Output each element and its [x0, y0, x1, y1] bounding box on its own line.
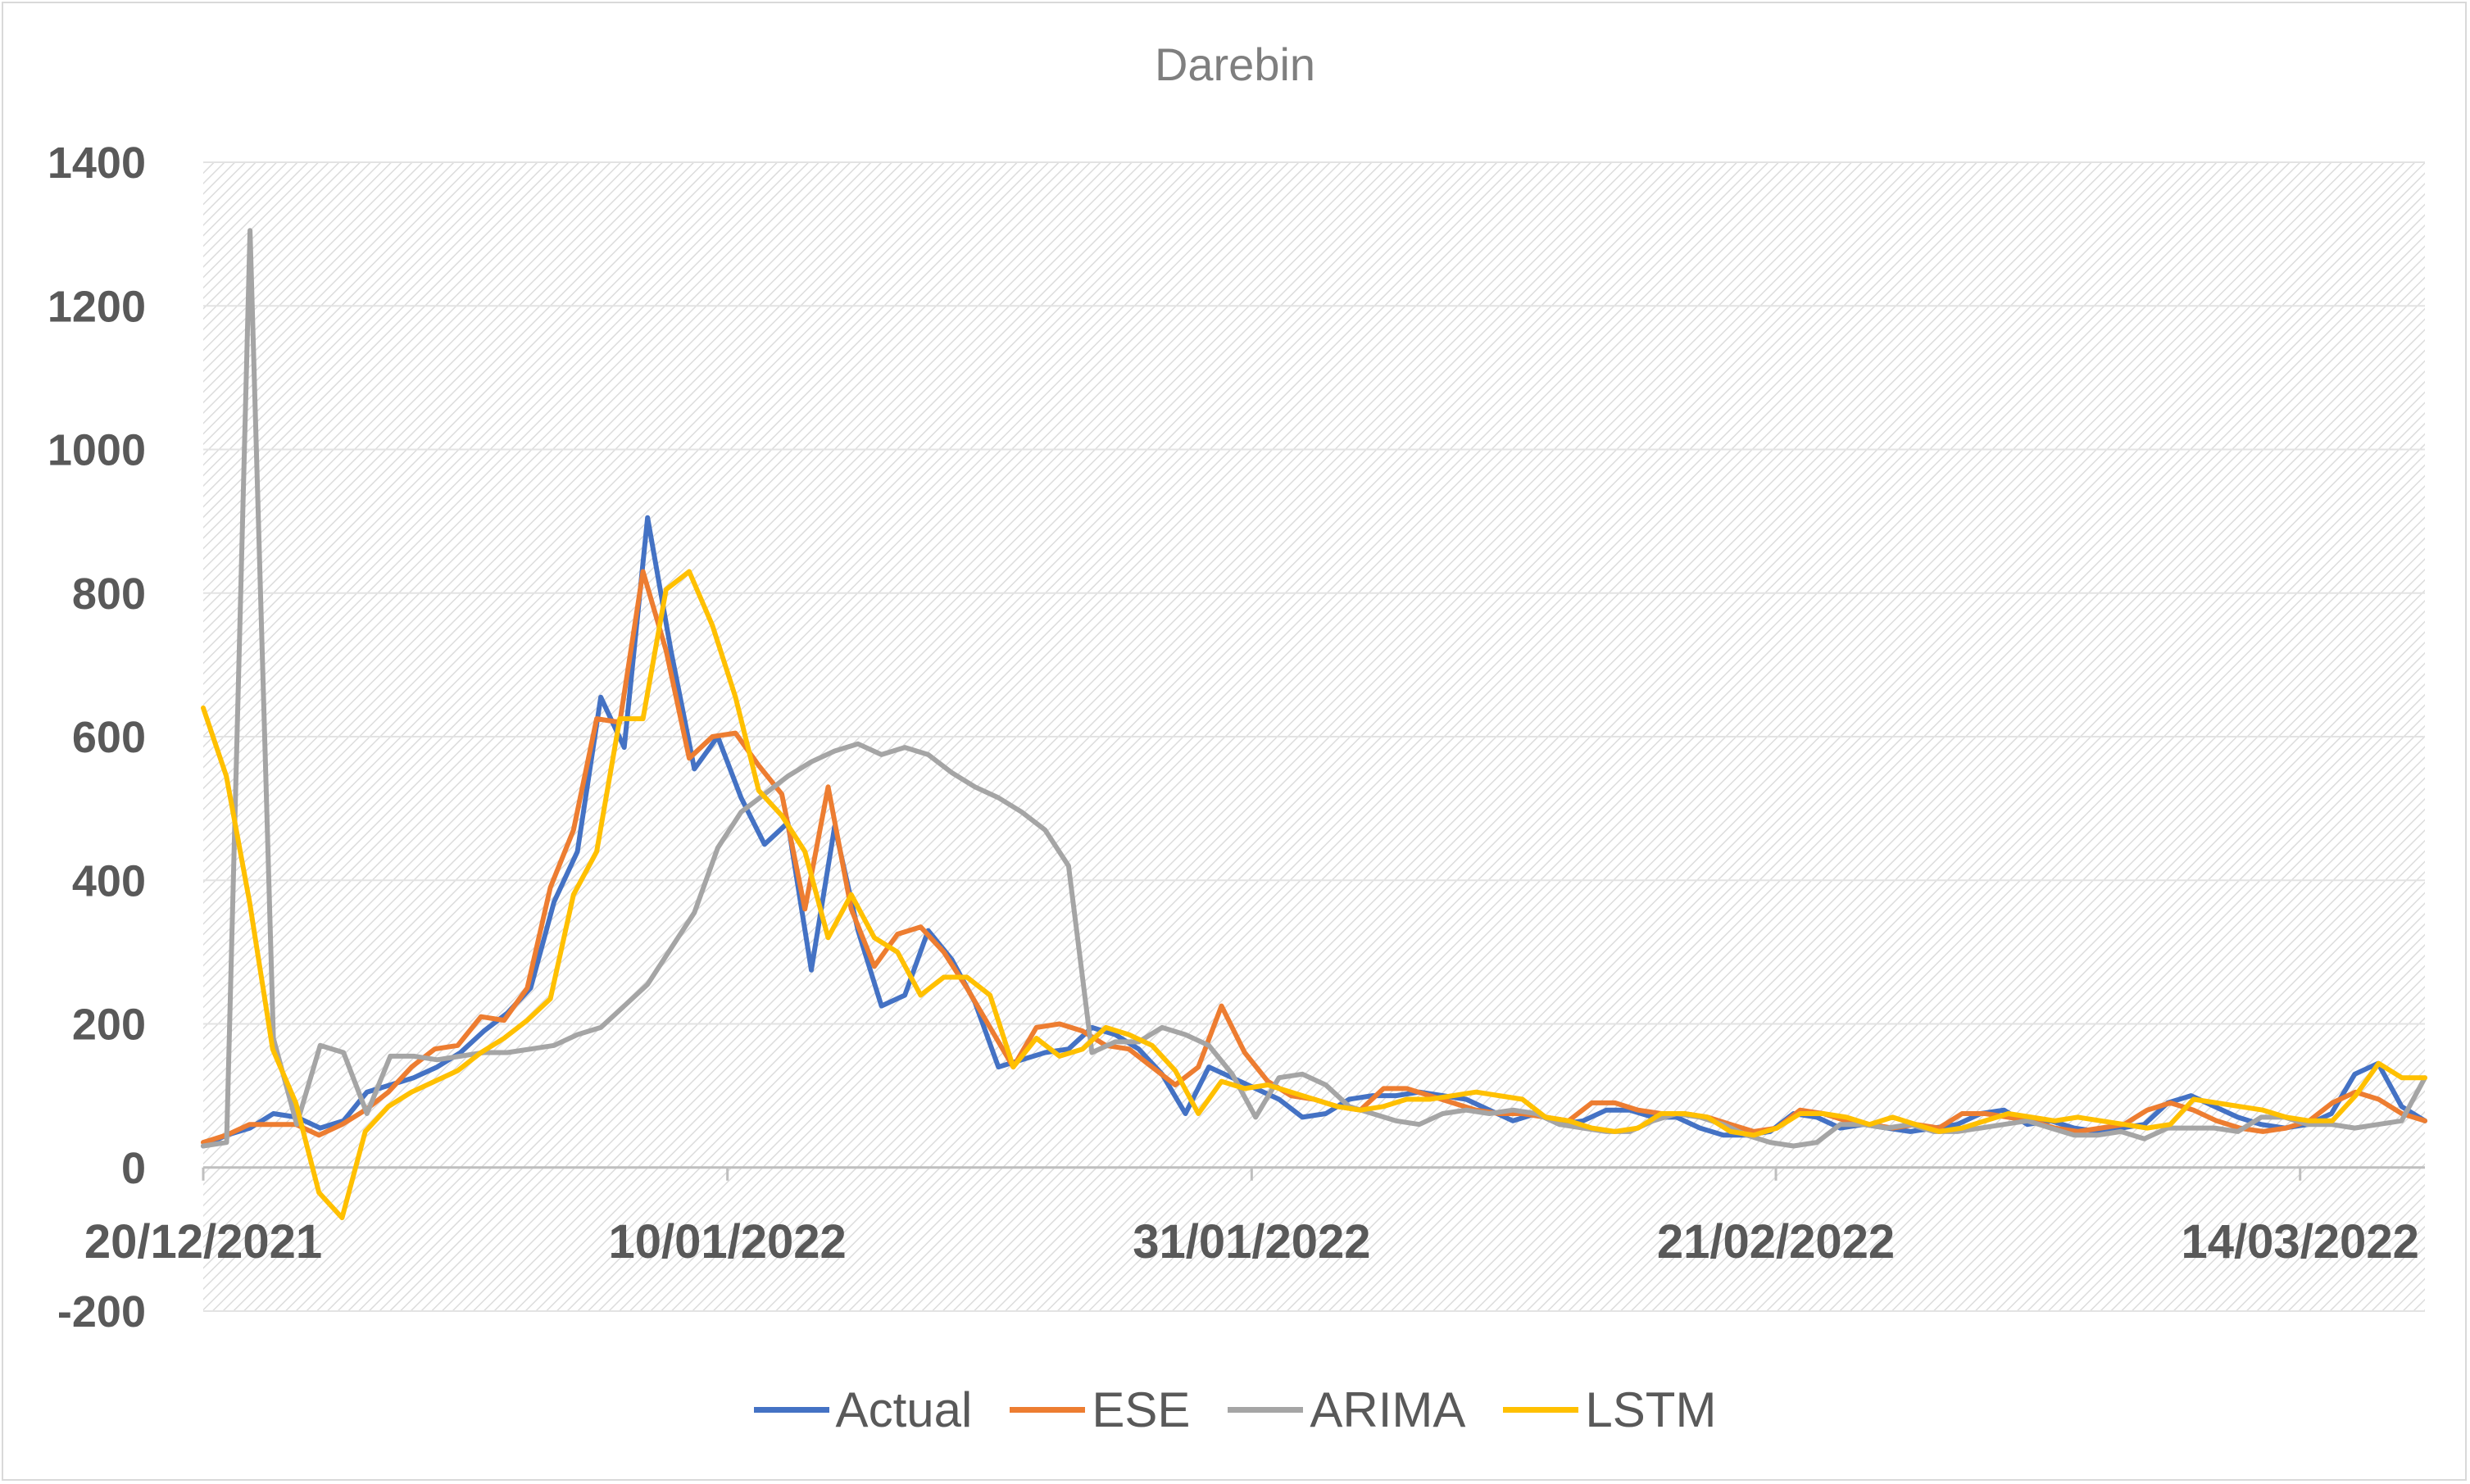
legend-swatch-actual: [753, 1406, 829, 1413]
legend-item-lstm: LSTM: [1503, 1382, 1716, 1438]
legend-item-actual: Actual: [753, 1382, 973, 1438]
x-tick-label: 10/01/2022: [609, 1215, 847, 1268]
chart-title: Darebin: [1154, 39, 1316, 90]
legend-label-arima: ARIMA: [1310, 1382, 1466, 1437]
legend-item-ese: ESE: [1010, 1382, 1190, 1438]
x-tick-label: 21/02/2022: [1657, 1215, 1895, 1268]
legend-label-actual: Actual: [835, 1382, 973, 1437]
legend-swatch-ese: [1010, 1406, 1086, 1413]
legend: Actual ESE ARIMA LSTM: [0, 1377, 2470, 1442]
y-tick-label: 0: [121, 1144, 146, 1193]
y-tick-label: 800: [72, 570, 146, 619]
series-line-lstm: [201, 569, 2427, 1221]
legend-item-arima: ARIMA: [1228, 1382, 1465, 1438]
y-tick-label: 1200: [48, 282, 146, 331]
x-tick-label: 31/01/2022: [1133, 1215, 1370, 1268]
legend-label-lstm: LSTM: [1585, 1382, 1717, 1437]
y-tick-label: -200: [57, 1287, 146, 1337]
y-tick-label: 1000: [48, 426, 146, 475]
y-tick-label: 600: [72, 713, 146, 762]
y-tick-label: 400: [72, 856, 146, 905]
legend-label-ese: ESE: [1092, 1382, 1191, 1437]
series-line-arima: [201, 228, 2427, 1149]
x-tick-label: 20/12/2021: [84, 1215, 322, 1268]
y-tick-label: 1400: [48, 138, 146, 188]
legend-swatch-lstm: [1503, 1406, 1579, 1413]
y-tick-label: 200: [72, 1001, 146, 1050]
x-tick-label: 14/03/2022: [2182, 1215, 2419, 1268]
legend-swatch-arima: [1228, 1406, 1304, 1413]
